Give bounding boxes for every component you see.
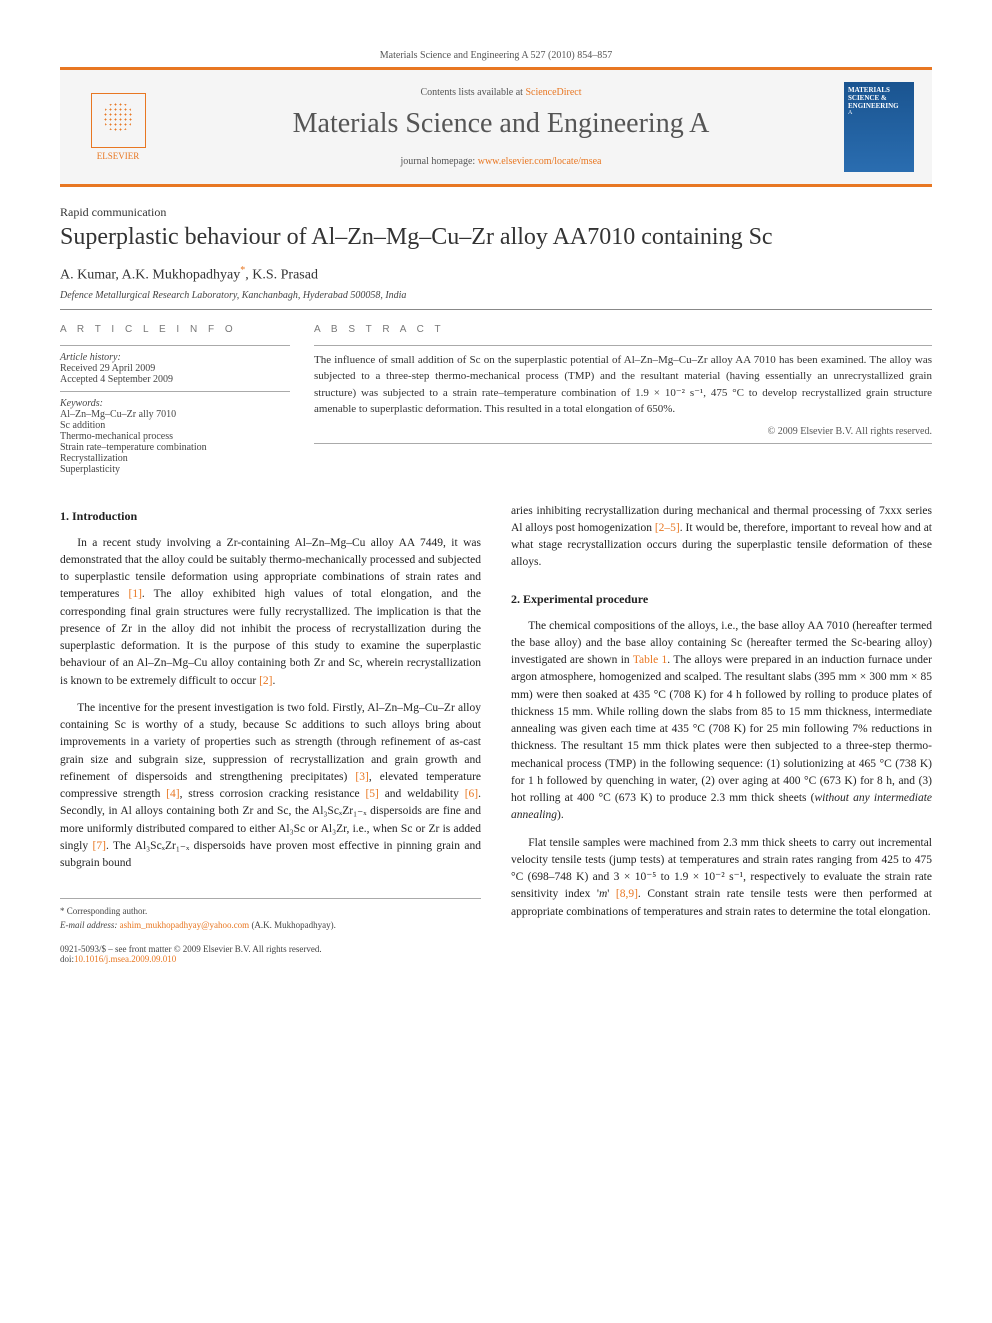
homepage-url[interactable]: www.elsevier.com/locate/msea xyxy=(478,156,602,167)
keyword: Superplasticity xyxy=(60,464,290,475)
right-column: aries inhibiting recrystallization durin… xyxy=(511,503,932,933)
received-date: Received 29 April 2009 xyxy=(60,363,290,374)
abstract-copyright: © 2009 Elsevier B.V. All rights reserved… xyxy=(314,426,932,437)
cover-title: MATERIALS SCIENCE & ENGINEERING xyxy=(848,86,910,110)
accepted-date: Accepted 4 September 2009 xyxy=(60,374,290,385)
intro-continued: aries inhibiting recrystallization durin… xyxy=(511,503,932,572)
keyword: Strain rate–temperature combination xyxy=(60,442,290,453)
cover-sub: A xyxy=(848,110,910,116)
abstract-text: The influence of small addition of Sc on… xyxy=(314,352,932,418)
body-columns: 1. Introduction In a recent study involv… xyxy=(60,503,932,933)
email-line: E-mail address: ashim_mukhopadhyay@yahoo… xyxy=(60,919,481,933)
exp-para-1: The chemical compositions of the alloys,… xyxy=(511,618,932,825)
intro-para-2: The incentive for the present investigat… xyxy=(60,700,481,873)
header-center: Contents lists available at ScienceDirec… xyxy=(158,87,844,167)
corr-author-label: * Corresponding author. xyxy=(60,905,481,919)
article-title: Superplastic behaviour of Al–Zn–Mg–Cu–Zr… xyxy=(60,224,932,251)
keyword: Thermo-mechanical process xyxy=(60,431,290,442)
left-column: 1. Introduction In a recent study involv… xyxy=(60,503,481,933)
elsevier-label: ELSEVIER xyxy=(97,151,140,161)
ref-link[interactable]: [2–5] xyxy=(655,522,680,534)
elsevier-tree-icon xyxy=(91,93,146,148)
keyword: Al–Zn–Mg–Cu–Zr ally 7010 xyxy=(60,409,290,420)
doi-link[interactable]: 10.1016/j.msea.2009.09.010 xyxy=(74,954,176,964)
running-header: Materials Science and Engineering A 527 … xyxy=(60,50,932,61)
email-suffix: (A.K. Mukhopadhyay). xyxy=(249,920,336,930)
journal-title: Materials Science and Engineering A xyxy=(158,108,844,140)
section-heading-exp: 2. Experimental procedure xyxy=(511,590,932,608)
table-link[interactable]: Table 1 xyxy=(633,654,667,666)
ref-link[interactable]: [3] xyxy=(355,771,368,783)
ref-link[interactable]: [7] xyxy=(93,840,106,852)
homepage-line: journal homepage: www.elsevier.com/locat… xyxy=(158,156,844,167)
email-label: E-mail address: xyxy=(60,920,120,930)
contents-line: Contents lists available at ScienceDirec… xyxy=(158,87,844,98)
intro-para-1: In a recent study involving a Zr-contain… xyxy=(60,535,481,690)
abstract: A B S T R A C T The influence of small a… xyxy=(314,324,932,475)
issn-line: 0921-5093/$ – see front matter © 2009 El… xyxy=(60,944,932,954)
abstract-head: A B S T R A C T xyxy=(314,324,932,335)
ref-link[interactable]: [2] xyxy=(259,675,272,687)
journal-header: ELSEVIER Contents lists available at Sci… xyxy=(60,67,932,187)
homepage-prefix: journal homepage: xyxy=(401,156,478,167)
authors: A. Kumar, A.K. Mukhopadhyay*, K.S. Prasa… xyxy=(60,265,932,284)
authors-prefix: A. Kumar, A.K. Mukhopadhyay xyxy=(60,268,240,283)
doi-line: doi:10.1016/j.msea.2009.09.010 xyxy=(60,954,932,964)
exp-para-2: Flat tensile samples were machined from … xyxy=(511,835,932,921)
divider xyxy=(60,309,932,310)
elsevier-logo: ELSEVIER xyxy=(78,82,158,172)
keyword: Recrystallization xyxy=(60,453,290,464)
journal-cover-thumb: MATERIALS SCIENCE & ENGINEERING A xyxy=(844,82,914,172)
article-info: A R T I C L E I N F O Article history: R… xyxy=(60,324,290,475)
page-footer: 0921-5093/$ – see front matter © 2009 El… xyxy=(60,944,932,964)
sciencedirect-link[interactable]: ScienceDirect xyxy=(525,87,581,98)
ref-link[interactable]: [6] xyxy=(465,788,478,800)
affiliation: Defence Metallurgical Research Laborator… xyxy=(60,290,932,301)
section-heading-intro: 1. Introduction xyxy=(60,507,481,525)
email-link[interactable]: ashim_mukhopadhyay@yahoo.com xyxy=(120,920,250,930)
keyword: Sc addition xyxy=(60,420,290,431)
info-head: A R T I C L E I N F O xyxy=(60,324,290,335)
article-type: Rapid communication xyxy=(60,205,932,220)
ref-link[interactable]: [4] xyxy=(166,788,179,800)
keywords-label: Keywords: xyxy=(60,398,290,409)
authors-rest: , K.S. Prasad xyxy=(245,268,318,283)
corresponding-footer: * Corresponding author. E-mail address: … xyxy=(60,898,481,932)
ref-link[interactable]: [1] xyxy=(128,588,141,600)
ref-link[interactable]: [8,9] xyxy=(616,888,638,900)
history-label: Article history: xyxy=(60,352,290,363)
ref-link[interactable]: [5] xyxy=(365,788,378,800)
info-abstract-row: A R T I C L E I N F O Article history: R… xyxy=(60,324,932,475)
contents-prefix: Contents lists available at xyxy=(420,87,525,98)
